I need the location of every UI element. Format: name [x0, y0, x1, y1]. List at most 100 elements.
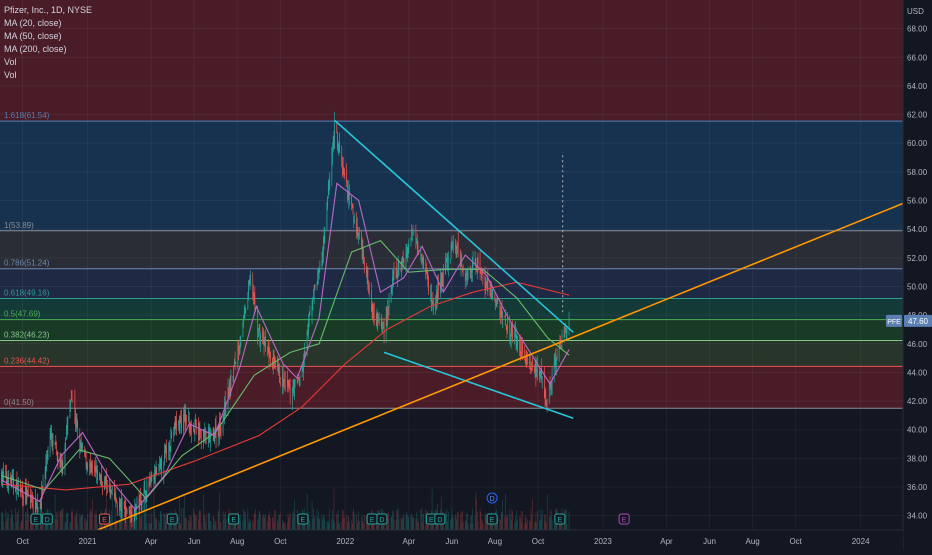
volume-bar: [10, 518, 11, 530]
volume-bar: [185, 516, 187, 530]
volume-bar: [219, 521, 221, 530]
candle-body: [303, 351, 305, 362]
volume-bar: [313, 509, 314, 530]
candle-body: [183, 413, 185, 418]
candle-body: [467, 271, 468, 281]
candle-body: [366, 267, 367, 276]
volume-bar: [416, 512, 417, 530]
volume-bar: [97, 523, 98, 530]
volume-bar: [244, 518, 246, 530]
candle-body: [484, 275, 486, 289]
volume-bar: [224, 513, 225, 530]
volume-bar: [411, 513, 412, 530]
legend-ma200[interactable]: MA (200, close): [4, 44, 67, 54]
candle-body: [64, 447, 66, 470]
volume-bar: [405, 515, 407, 530]
legend-vol-2[interactable]: Vol: [4, 70, 17, 80]
candle-body: [128, 506, 130, 510]
candle-body: [134, 501, 136, 520]
ticker-tag: [886, 314, 902, 327]
trendlines: [97, 119, 904, 531]
candle-body: [56, 451, 58, 456]
volume-bar: [80, 516, 82, 530]
candle-body: [343, 172, 345, 175]
candle-body: [381, 321, 383, 327]
volume-bar: [423, 513, 424, 530]
candle-body: [101, 475, 102, 480]
candle-body: [470, 269, 472, 273]
volume-bar: [287, 513, 289, 530]
candle-body: [437, 284, 439, 296]
candle-body: [51, 435, 53, 442]
candle-body: [274, 357, 275, 360]
candle-body: [116, 499, 117, 503]
marker-letter: E: [170, 517, 175, 524]
volume-bar: [2, 512, 4, 530]
candle-body: [265, 335, 266, 346]
volume-bar: [64, 521, 66, 530]
candle-body: [501, 310, 503, 317]
candle-body: [22, 495, 24, 499]
volume-bar: [51, 523, 53, 530]
candle-body: [106, 487, 108, 493]
price-tick: 68.00: [907, 25, 928, 34]
candle-body: [242, 320, 244, 337]
candle-body: [278, 368, 280, 374]
time-tick: 2024: [852, 537, 870, 546]
candle-body: [311, 306, 313, 316]
volume-bar: [415, 518, 417, 530]
candle-body: [124, 505, 126, 517]
volume-bar: [31, 519, 33, 530]
volume-bar: [54, 493, 56, 530]
volume-bar: [545, 514, 547, 530]
candle-body: [118, 503, 120, 508]
candle-body: [164, 450, 165, 463]
candle-body: [225, 409, 227, 412]
volume-bar: [139, 508, 141, 530]
volume-bar: [356, 514, 357, 530]
volume-bar: [476, 511, 478, 530]
volume-bar: [323, 516, 324, 530]
candle-body: [237, 347, 239, 366]
legend-ma50[interactable]: MA (50, close): [4, 31, 62, 41]
time-tick: Aug: [230, 537, 244, 546]
candle-body: [99, 474, 101, 481]
marker-letter: E: [102, 517, 107, 524]
candle-body: [475, 264, 477, 269]
candle-body: [400, 267, 402, 272]
volume-bar: [338, 523, 340, 530]
volume-bar: [25, 520, 27, 530]
candle-body: [556, 357, 557, 367]
candle-body: [15, 483, 17, 495]
volume-bar: [114, 509, 116, 530]
candle-body: [80, 439, 82, 449]
candle-body: [146, 481, 148, 496]
candle-body: [232, 376, 234, 379]
candle-body: [546, 402, 547, 409]
candle-body: [466, 270, 467, 281]
candle-body: [486, 282, 487, 289]
volume-bar: [205, 522, 206, 530]
volume-bar: [90, 510, 92, 530]
volume-bar: [501, 512, 503, 530]
candle-body: [527, 357, 528, 364]
volume-bar: [328, 523, 330, 530]
candle-body: [323, 244, 324, 256]
volume-bar: [6, 512, 8, 530]
candle-body: [556, 354, 558, 359]
candle-body: [30, 495, 31, 500]
legend-ma20[interactable]: MA (20, close): [4, 18, 62, 28]
candle-body: [499, 305, 501, 310]
candle-body: [435, 301, 436, 310]
price-tick: 66.00: [907, 53, 928, 62]
candle-body: [227, 387, 229, 407]
volume-bar: [39, 520, 41, 530]
candle-body: [205, 437, 207, 439]
volume-bar: [541, 509, 543, 530]
volume-bar: [497, 517, 499, 530]
candle-body: [496, 303, 498, 304]
candle-body: [529, 361, 530, 365]
legend-vol-1[interactable]: Vol: [4, 57, 17, 67]
